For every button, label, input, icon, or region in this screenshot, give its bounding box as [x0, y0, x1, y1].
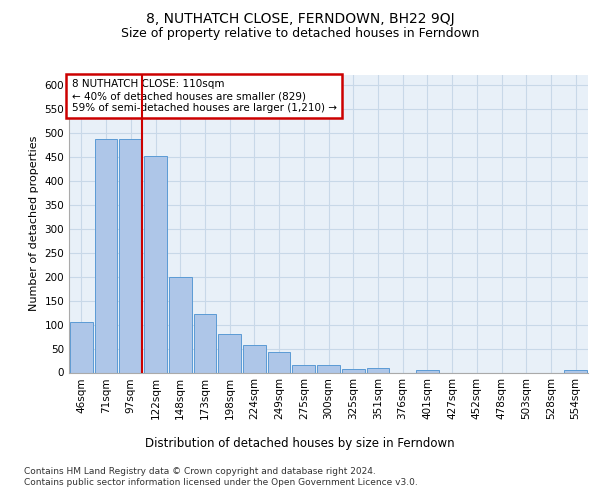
Bar: [317, 366, 340, 372]
Bar: [95, 139, 118, 372]
Bar: [292, 366, 315, 372]
Bar: [268, 352, 290, 372]
Y-axis label: Number of detached properties: Number of detached properties: [29, 136, 39, 312]
Text: 8, NUTHATCH CLOSE, FERNDOWN, BH22 9QJ: 8, NUTHATCH CLOSE, FERNDOWN, BH22 9QJ: [146, 12, 454, 26]
Bar: [564, 370, 587, 372]
Text: Contains HM Land Registry data © Crown copyright and database right 2024.
Contai: Contains HM Land Registry data © Crown c…: [24, 468, 418, 487]
Bar: [119, 139, 142, 372]
Bar: [342, 368, 365, 372]
Bar: [70, 322, 93, 372]
Bar: [144, 156, 167, 372]
Bar: [416, 370, 439, 372]
Text: Distribution of detached houses by size in Ferndown: Distribution of detached houses by size …: [145, 438, 455, 450]
Bar: [194, 314, 216, 372]
Bar: [243, 345, 266, 372]
Text: 8 NUTHATCH CLOSE: 110sqm
← 40% of detached houses are smaller (829)
59% of semi-: 8 NUTHATCH CLOSE: 110sqm ← 40% of detach…: [71, 80, 337, 112]
Text: Size of property relative to detached houses in Ferndown: Size of property relative to detached ho…: [121, 26, 479, 40]
Bar: [367, 368, 389, 372]
Bar: [218, 334, 241, 372]
Bar: [169, 276, 191, 372]
